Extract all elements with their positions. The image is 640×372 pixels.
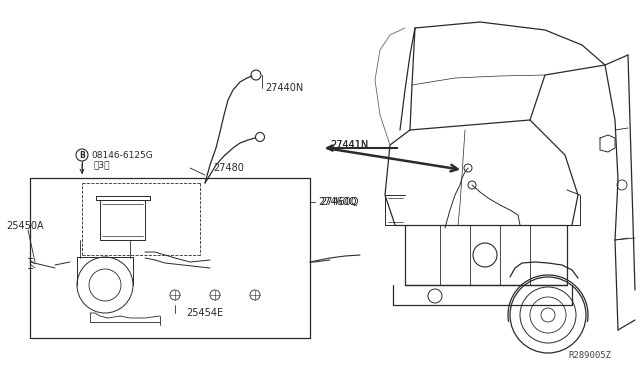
Text: 27480: 27480: [213, 163, 244, 173]
Text: 08146-6125G: 08146-6125G: [91, 151, 153, 160]
Text: 27440N: 27440N: [265, 83, 303, 93]
Text: 27441N: 27441N: [330, 140, 368, 150]
Text: B: B: [79, 151, 85, 160]
Text: 27460Q: 27460Q: [320, 197, 358, 207]
Text: 25450A: 25450A: [6, 221, 44, 231]
Text: R289005Z: R289005Z: [568, 350, 611, 359]
Text: 27460Q: 27460Q: [318, 197, 356, 207]
Text: 〈3〉: 〈3〉: [94, 160, 111, 170]
Text: 25454E: 25454E: [186, 308, 223, 318]
Text: 27441N: 27441N: [330, 140, 368, 150]
